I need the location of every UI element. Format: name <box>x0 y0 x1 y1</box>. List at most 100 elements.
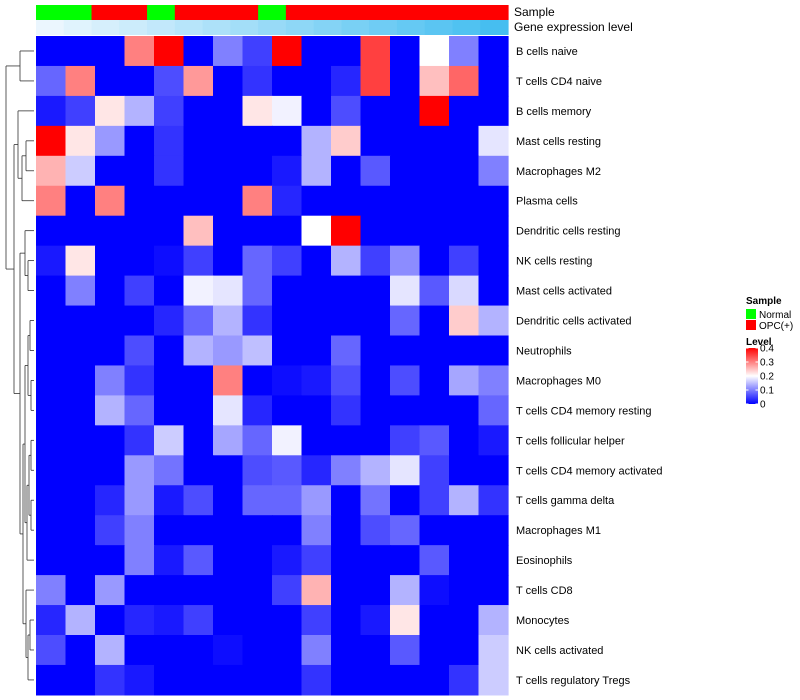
heatmap-cell <box>301 335 332 367</box>
heatmap-cell <box>213 664 244 696</box>
heatmap-cell <box>449 185 480 217</box>
heatmap-cell <box>242 305 273 337</box>
heatmap-cell <box>65 155 96 187</box>
heatmap-cell <box>95 305 126 337</box>
heatmap-cell <box>183 215 214 247</box>
heatmap-cell <box>419 185 450 217</box>
heatmap-cell <box>390 515 421 546</box>
heatmap-cell <box>272 545 303 576</box>
heatmap-cell <box>360 245 391 277</box>
heatmap-cell <box>242 155 273 187</box>
sample-track-cell <box>313 5 343 20</box>
heatmap-cell <box>301 245 332 277</box>
heatmap-cell <box>419 125 450 157</box>
heatmap-cell <box>301 455 332 486</box>
heatmap-cell <box>95 275 126 307</box>
row-label: Neutrophils <box>516 345 572 357</box>
row-label: T cells gamma delta <box>516 495 615 507</box>
heatmap-cell <box>242 395 273 426</box>
heatmap-cell <box>449 215 480 247</box>
heatmap-cell <box>272 185 303 217</box>
heatmap-cell <box>360 365 391 396</box>
heatmap-cell <box>95 185 126 217</box>
heatmap-cell <box>65 335 96 367</box>
row-label: NK cells activated <box>516 645 603 657</box>
heatmap-cell <box>242 215 273 247</box>
heatmap-cell <box>95 664 126 696</box>
heatmap-cell <box>213 605 244 636</box>
heatmap-cell <box>154 395 185 426</box>
heatmap-cell <box>36 515 67 546</box>
heatmap-cell <box>449 365 480 396</box>
expression-track-cell <box>341 20 370 35</box>
heatmap-cell <box>478 545 509 576</box>
heatmap-cell <box>449 36 480 67</box>
heatmap-cell <box>478 365 509 396</box>
expression-track-cell <box>63 20 93 35</box>
heatmap-cell <box>331 185 362 217</box>
heatmap-cell <box>478 395 509 426</box>
sample-track-cell <box>63 5 93 20</box>
heatmap-cell <box>331 65 362 97</box>
heatmap-cell <box>65 425 96 456</box>
heatmap-cell <box>331 515 362 546</box>
heatmap-cell <box>301 485 332 516</box>
row-labels: B cells naive T cells CD4 naive B cells me… <box>516 46 663 687</box>
heatmap-cell <box>390 635 421 666</box>
heatmap-cell <box>449 95 480 127</box>
heatmap-cell <box>36 275 67 307</box>
heatmap-cell <box>331 95 362 127</box>
heatmap-cell <box>124 65 155 97</box>
heatmap-cell <box>154 515 185 546</box>
heatmap-cell <box>183 65 214 97</box>
heatmap-cell <box>183 425 214 456</box>
heatmap-cell <box>419 155 450 187</box>
heatmap-cell <box>36 635 67 666</box>
heatmap-cell <box>331 36 362 67</box>
heatmap-cell <box>213 485 244 516</box>
heatmap-cell <box>124 545 155 576</box>
heatmap-cell <box>183 335 214 367</box>
heatmap-cell <box>124 664 155 696</box>
heatmap-cell <box>272 664 303 696</box>
heatmap-cell <box>124 215 155 247</box>
sample-track-cell <box>341 5 370 20</box>
heatmap-cell <box>419 425 450 456</box>
heatmap-cell <box>331 245 362 277</box>
row-label: B cells memory <box>516 106 592 118</box>
heatmap-cell <box>183 305 214 337</box>
heatmap-cell <box>272 365 303 396</box>
heatmap-cell <box>154 485 185 516</box>
sample-track-cell <box>396 5 426 20</box>
heatmap-cell <box>331 305 362 337</box>
heatmap-cell <box>154 245 185 277</box>
heatmap-cell <box>65 365 96 396</box>
heatmap-cell <box>478 65 509 97</box>
sample-track-cell <box>202 5 231 20</box>
heatmap-cell <box>213 155 244 187</box>
level-legend-colorbar <box>746 348 758 404</box>
heatmap-cell <box>65 515 96 546</box>
heatmap-cell <box>154 425 185 456</box>
heatmap-cell <box>242 545 273 576</box>
row-label: T cells CD4 memory activated <box>516 465 663 477</box>
heatmap-cell <box>65 125 96 157</box>
heatmap-cell <box>390 365 421 396</box>
heatmap-cell <box>272 305 303 337</box>
heatmap-cell <box>154 305 185 337</box>
heatmap-cell <box>360 425 391 456</box>
heatmap-cell <box>183 245 214 277</box>
row-label: T cells CD8 <box>516 585 573 597</box>
heatmap-cell <box>419 65 450 97</box>
heatmap-cell <box>478 485 509 516</box>
heatmap-cell <box>478 635 509 666</box>
heatmap-cell <box>213 95 244 127</box>
heatmap-cell <box>272 605 303 636</box>
sample-track-cell <box>369 5 398 20</box>
heatmap-cell <box>390 545 421 576</box>
heatmap-cell <box>213 245 244 277</box>
heatmap-cell <box>272 335 303 367</box>
sample-legend-label: OPC(+) <box>759 321 793 332</box>
